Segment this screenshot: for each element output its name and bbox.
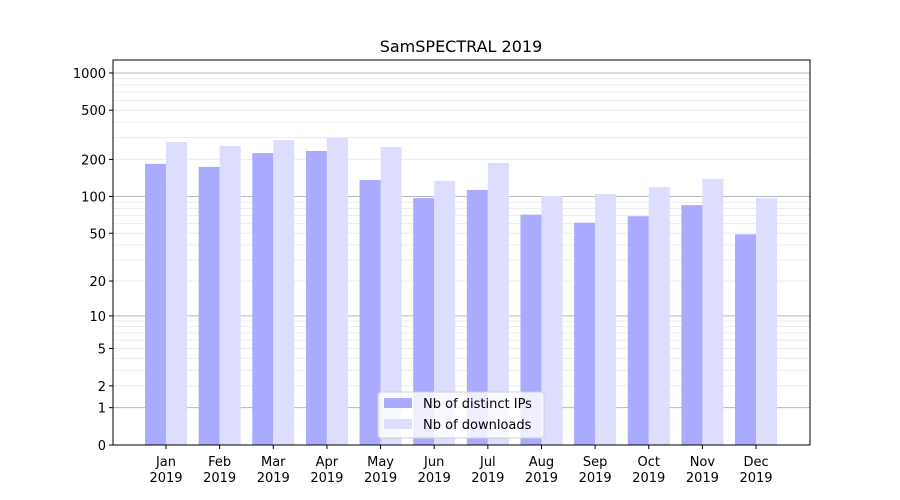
bar-ips	[359, 180, 381, 446]
bar-ips	[627, 216, 649, 445]
y-tick-label: 0	[98, 439, 106, 454]
bar-downloads	[219, 145, 241, 445]
x-tick-label: Apr 2019	[310, 455, 343, 486]
bar-downloads	[487, 163, 509, 445]
bar-downloads	[326, 138, 348, 445]
y-tick-label: 20	[89, 275, 106, 290]
x-tick-label: Jan 2019	[149, 455, 182, 486]
legend-swatch	[384, 419, 412, 429]
x-tick-label: Mar 2019	[257, 455, 290, 486]
legend-label: Nb of downloads	[423, 418, 532, 433]
legend: Nb of distinct IPs Nb of downloads	[377, 391, 545, 439]
y-tick-label: 5	[98, 343, 106, 358]
bar-ips	[145, 163, 166, 445]
bar-downloads	[434, 180, 456, 445]
legend-label: Nb of distinct IPs	[423, 397, 532, 412]
x-tick-label: Feb 2019	[203, 455, 236, 486]
y-tick-label: 10	[89, 310, 106, 325]
x-tick-label: Oct 2019	[632, 455, 665, 486]
bar-downloads	[166, 141, 187, 445]
plot-frame	[112, 59, 811, 446]
bar-ips	[198, 166, 220, 445]
bar-downloads	[595, 193, 617, 445]
x-tick-label: May 2019	[364, 455, 397, 486]
legend-box	[377, 391, 545, 439]
bar-ips	[466, 189, 488, 445]
bar-downloads	[702, 178, 724, 445]
bar-ips	[252, 153, 274, 445]
bar-downloads	[648, 187, 670, 445]
x-tick-label: Jul 2019	[471, 455, 504, 486]
y-tick-label: 1	[98, 402, 106, 417]
y-tick-label: 50	[89, 227, 106, 242]
y-tick-label: 500	[81, 104, 106, 119]
y-tick-label: 2	[98, 380, 106, 395]
x-tick-label: Dec 2019	[739, 455, 772, 486]
bar-ips	[520, 214, 542, 445]
x-tick-label: Jun 2019	[418, 455, 451, 486]
bar-ips	[574, 222, 596, 445]
bar-ips	[735, 234, 757, 445]
x-tick-label: Aug 2019	[525, 455, 558, 486]
bar-downloads	[273, 140, 295, 445]
bar-ips	[413, 198, 435, 445]
x-tick-label: Nov 2019	[686, 455, 719, 486]
chart-title: SamSPECTRAL 2019	[380, 37, 543, 56]
bar-downloads	[756, 198, 778, 445]
bar-ips	[681, 205, 703, 445]
bar-downloads	[541, 195, 563, 445]
y-tick-label: 1000	[73, 67, 106, 82]
legend-swatch	[384, 398, 412, 408]
y-tick-label: 100	[81, 190, 106, 205]
x-tick-label: Sep 2019	[579, 455, 612, 486]
y-tick-label: 200	[81, 153, 106, 168]
bar-downloads	[380, 147, 402, 445]
bar-ips	[305, 150, 327, 445]
